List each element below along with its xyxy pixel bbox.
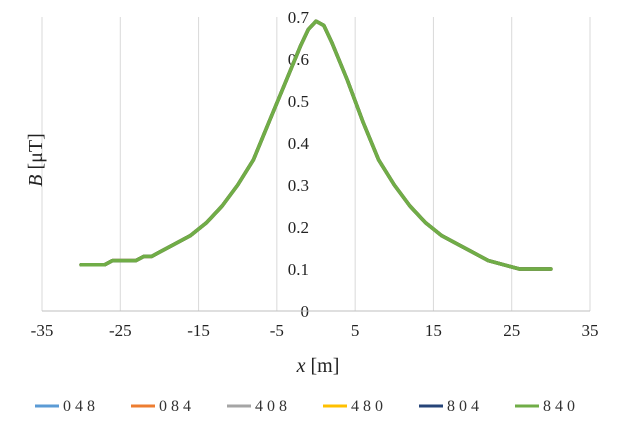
x-tick-label: -5 — [270, 321, 284, 340]
series-line — [79, 19, 553, 271]
legend-label: 0 4 8 — [63, 398, 95, 415]
y-axis-label: B [μT] — [25, 133, 47, 186]
x-tick-label: 5 — [351, 321, 360, 340]
x-axis-label: x [m] — [296, 355, 340, 377]
legend-label: 8 0 4 — [447, 398, 479, 415]
y-tick-labels: 00.10.20.30.40.50.60.7 — [288, 8, 310, 321]
y-tick-label: 0.7 — [288, 8, 310, 27]
series-line — [79, 19, 553, 271]
legend-label: 8 4 0 — [543, 398, 575, 415]
y-tick-label: 0.2 — [288, 218, 309, 237]
gridlines — [41, 17, 591, 311]
y-tick-label: 0.5 — [288, 92, 309, 111]
x-tick-label: -15 — [187, 321, 210, 340]
series-lines — [79, 19, 553, 271]
x-tick-labels: -35 -25 -15 -5 5 15 25 35 — [31, 321, 599, 340]
x-tick-label: -25 — [109, 321, 132, 340]
x-tick-label: 25 — [503, 321, 520, 340]
series-line — [79, 19, 553, 271]
x-tick-label: -35 — [31, 321, 54, 340]
legend-label: 4 8 0 — [351, 398, 383, 415]
legend: 0 4 8 0 8 4 4 0 8 4 8 0 8 0 4 8 4 0 — [35, 398, 575, 415]
x-tick-label: 35 — [582, 321, 599, 340]
legend-label: 4 0 8 — [255, 398, 287, 415]
y-tick-label: 0.3 — [288, 176, 309, 195]
series-line — [79, 19, 553, 271]
x-tick-label: 15 — [425, 321, 442, 340]
series-line — [79, 19, 553, 271]
legend-label: 0 8 4 — [159, 398, 191, 415]
series-line — [79, 19, 553, 271]
y-tick-label: 0.4 — [288, 134, 310, 153]
y-tick-label: 0.1 — [288, 260, 309, 279]
